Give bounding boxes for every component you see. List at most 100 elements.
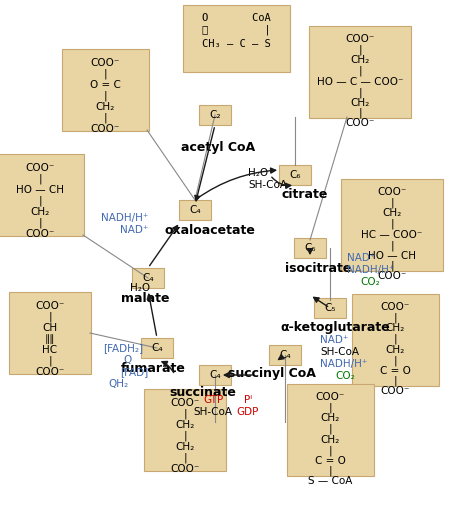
FancyBboxPatch shape <box>199 105 231 125</box>
Text: HO — C — COO⁻: HO — C — COO⁻ <box>317 77 403 87</box>
Text: succinyl CoA: succinyl CoA <box>228 367 316 379</box>
Text: |: | <box>328 403 332 413</box>
Text: CH₂: CH₂ <box>385 345 404 355</box>
Text: C₅: C₅ <box>324 303 336 313</box>
Text: S — CoA: S — CoA <box>308 476 352 486</box>
FancyBboxPatch shape <box>269 345 301 365</box>
Text: HC: HC <box>43 345 58 355</box>
FancyBboxPatch shape <box>199 365 231 385</box>
Text: |: | <box>390 261 394 271</box>
Text: C = O: C = O <box>315 456 345 466</box>
Text: |: | <box>393 356 397 366</box>
Text: SH-CoA: SH-CoA <box>320 347 359 357</box>
Text: |: | <box>393 313 397 323</box>
FancyBboxPatch shape <box>9 292 91 374</box>
Text: COO⁻: COO⁻ <box>377 271 407 281</box>
FancyBboxPatch shape <box>341 179 443 271</box>
Text: |: | <box>328 466 332 476</box>
Text: COO⁻: COO⁻ <box>377 187 407 197</box>
Text: CH₂: CH₂ <box>350 55 369 65</box>
Text: C₂: C₂ <box>209 110 221 120</box>
Text: Pᴵ: Pᴵ <box>244 395 252 405</box>
Text: |: | <box>390 198 394 208</box>
Text: C₄: C₄ <box>189 205 201 215</box>
Text: COO⁻: COO⁻ <box>345 118 375 128</box>
Text: |: | <box>390 219 394 229</box>
Text: C₄: C₄ <box>142 273 154 283</box>
Text: COO⁻: COO⁻ <box>26 229 55 239</box>
Text: fumarate: fumarate <box>121 361 185 375</box>
FancyBboxPatch shape <box>141 338 173 358</box>
Text: |: | <box>328 424 332 434</box>
Text: C₆: C₆ <box>304 243 316 253</box>
Text: CH₂: CH₂ <box>350 98 369 108</box>
Text: |: | <box>48 312 52 322</box>
Text: |: | <box>358 108 362 118</box>
Text: SH-CoA: SH-CoA <box>248 180 287 190</box>
Text: succinate: succinate <box>169 387 236 400</box>
Text: COO⁻: COO⁻ <box>315 392 345 402</box>
Text: GDP: GDP <box>237 407 259 417</box>
Text: CO₂: CO₂ <box>360 277 380 287</box>
Text: NADH/H⁺: NADH/H⁺ <box>101 213 148 223</box>
Text: NADH/H⁺: NADH/H⁺ <box>320 359 368 369</box>
Text: NAD⁺: NAD⁺ <box>120 225 148 235</box>
Text: COO⁻: COO⁻ <box>90 124 120 134</box>
Text: COO⁻: COO⁻ <box>35 301 65 311</box>
Text: CO₂: CO₂ <box>335 371 355 381</box>
Text: |: | <box>103 91 107 101</box>
Text: O       CoA: O CoA <box>201 13 271 23</box>
Text: |: | <box>38 196 42 206</box>
Text: COO⁻: COO⁻ <box>380 386 410 396</box>
Text: QH₂: QH₂ <box>108 379 128 389</box>
FancyBboxPatch shape <box>314 298 346 318</box>
Text: ∥         |: ∥ | <box>201 25 271 35</box>
Text: COO⁻: COO⁻ <box>90 58 120 68</box>
Text: C = O: C = O <box>379 366 411 376</box>
Text: |: | <box>38 174 42 184</box>
Text: CH: CH <box>43 323 58 333</box>
Text: |: | <box>183 409 187 419</box>
Text: COO⁻: COO⁻ <box>170 398 200 408</box>
Text: CH₂: CH₂ <box>175 420 194 430</box>
Text: acetyl CoA: acetyl CoA <box>181 141 255 155</box>
Text: |: | <box>183 431 187 441</box>
FancyBboxPatch shape <box>287 384 374 476</box>
Text: GTP: GTP <box>203 395 223 405</box>
Text: Q: Q <box>124 355 132 365</box>
FancyBboxPatch shape <box>144 389 226 471</box>
Text: H₂O: H₂O <box>130 283 150 293</box>
Text: CH₂: CH₂ <box>96 102 114 112</box>
Text: ∥∥: ∥∥ <box>45 334 55 344</box>
Text: C₄: C₄ <box>279 350 291 360</box>
Text: malate: malate <box>121 291 169 305</box>
Text: NAD⁺: NAD⁺ <box>320 335 349 345</box>
Text: |: | <box>358 66 362 76</box>
Text: SH-CoA: SH-CoA <box>193 407 233 417</box>
Text: |: | <box>103 113 107 123</box>
Text: H₂O: H₂O <box>248 168 268 178</box>
Text: HO — CH: HO — CH <box>16 185 64 195</box>
Text: |: | <box>38 218 42 228</box>
Text: HC — COO⁻: HC — COO⁻ <box>361 230 423 240</box>
Text: isocitrate: isocitrate <box>285 261 351 275</box>
FancyBboxPatch shape <box>279 165 311 185</box>
Text: COO⁻: COO⁻ <box>380 302 410 312</box>
Text: C₄: C₄ <box>151 343 163 353</box>
FancyBboxPatch shape <box>132 268 164 288</box>
Text: NAD⁺: NAD⁺ <box>347 253 376 263</box>
Text: [FADH₂]: [FADH₂] <box>103 343 143 353</box>
Text: |: | <box>183 453 187 463</box>
Text: COO⁻: COO⁻ <box>35 367 65 377</box>
FancyBboxPatch shape <box>183 5 289 72</box>
Text: CH₂: CH₂ <box>320 413 340 423</box>
Text: CH₂: CH₂ <box>175 442 194 452</box>
Text: |: | <box>358 88 362 98</box>
Text: CH₃ — C — S: CH₃ — C — S <box>201 39 271 49</box>
FancyBboxPatch shape <box>294 238 326 258</box>
FancyBboxPatch shape <box>61 49 149 131</box>
FancyBboxPatch shape <box>309 26 411 118</box>
FancyBboxPatch shape <box>179 200 211 220</box>
Text: oxaloacetate: oxaloacetate <box>165 224 255 237</box>
Text: C₄: C₄ <box>209 370 221 380</box>
